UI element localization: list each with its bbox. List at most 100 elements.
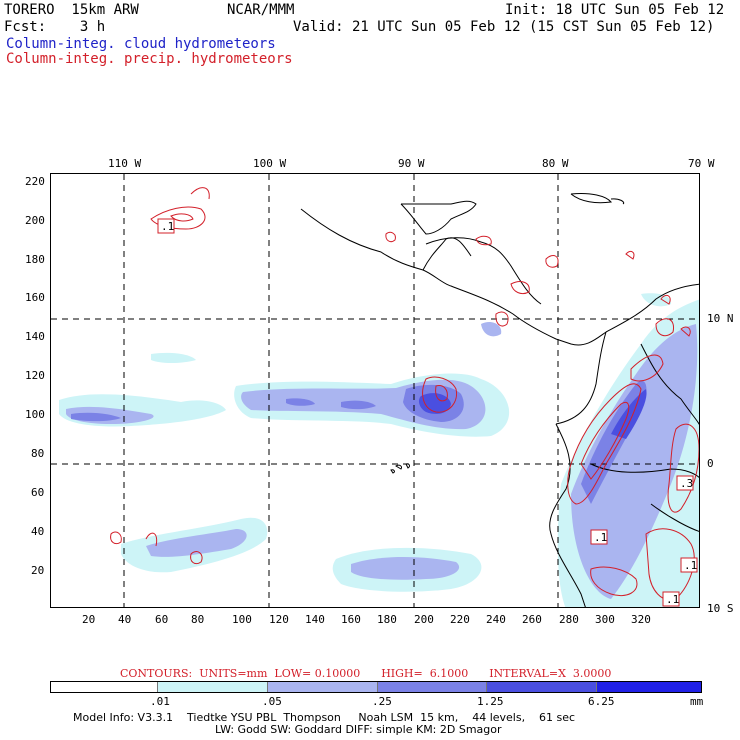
cloud-fill-layer — [59, 293, 699, 607]
valid-time: Valid: 21 UTC Sun 05 Feb 12 (15 CST Sun … — [293, 19, 715, 35]
init-time: Init: 18 UTC Sun 05 Feb 12 — [505, 2, 725, 18]
contour-label-text: .1 — [594, 531, 607, 544]
precip-contour — [580, 401, 630, 480]
legend-color-bar — [50, 681, 702, 693]
contour-label-box: .1 — [662, 591, 680, 607]
cloud-region — [418, 393, 451, 414]
contour-label-text: .1 — [684, 559, 697, 572]
precip-contour — [190, 551, 203, 565]
cloud-region — [146, 529, 247, 557]
coastline-galapagos — [390, 463, 410, 474]
y-index-label: 40 — [31, 525, 45, 538]
precip-contour — [495, 311, 509, 327]
y-index-label: 120 — [25, 369, 45, 382]
precip-contour — [625, 251, 635, 260]
y-index-label: 180 — [25, 253, 45, 266]
lat-label-0: 0 — [707, 457, 714, 470]
y-index-label: 220 — [25, 175, 45, 188]
cloud-region — [351, 557, 460, 580]
precip-contour-layer — [110, 187, 699, 601]
x-index-label: 120 — [269, 613, 289, 626]
precip-contour — [435, 385, 448, 402]
legend-swatch — [487, 682, 597, 692]
contour-label-box: .1 — [590, 529, 608, 545]
y-index-label: 160 — [25, 291, 45, 304]
coastline-nicaragua — [422, 237, 472, 271]
border-line — [650, 503, 699, 532]
y-index-label: 100 — [25, 408, 45, 421]
contour-label-box: .1 — [157, 218, 175, 234]
coastline-yucatan — [400, 200, 477, 235]
contour-label-text: .1 — [666, 593, 679, 606]
y-index-label: 140 — [25, 330, 45, 343]
legend-swatch — [51, 682, 158, 692]
legend-label: .05 — [262, 695, 282, 708]
field-cloud-label: Column-integ. cloud hydrometeors — [6, 36, 276, 52]
precip-contour — [567, 383, 642, 505]
precip-contour — [145, 532, 158, 547]
cloud-region — [481, 322, 502, 337]
precip-contour — [510, 281, 530, 295]
precip-contour — [545, 255, 559, 268]
cloud-region — [71, 412, 121, 422]
legend-label: .01 — [150, 695, 170, 708]
legend-label: 1.25 — [477, 695, 504, 708]
x-index-label: 100 — [232, 613, 252, 626]
coastline-layer — [300, 193, 699, 607]
precip-contour — [680, 326, 691, 337]
contour-label-box: .3 — [676, 475, 694, 491]
model-info-line2: LW: Godd SW: Goddard DIFF: simple KM: 2D… — [215, 723, 502, 736]
x-index-label: 160 — [341, 613, 361, 626]
legend-swatch — [378, 682, 487, 692]
lon-label-100w: 100 W — [253, 157, 287, 170]
lon-label-90w: 90 W — [398, 157, 425, 170]
legend-swatch — [268, 682, 378, 692]
x-index-label: 300 — [595, 613, 615, 626]
precip-contour — [590, 566, 638, 597]
precip-contour — [422, 376, 458, 413]
precip-contour — [660, 294, 671, 305]
precip-contour — [190, 187, 210, 200]
y-index-label: 200 — [25, 214, 45, 227]
precip-contour — [475, 235, 492, 246]
precip-contour — [655, 318, 675, 337]
x-index-label: 140 — [305, 613, 325, 626]
precip-contour — [110, 531, 122, 545]
precip-contour — [667, 423, 699, 513]
map-canvas: .1 .1 .3 .1 .1 — [51, 174, 699, 607]
precip-contour — [630, 354, 664, 382]
x-index-label: 20 — [82, 613, 96, 626]
legend-label: .25 — [372, 695, 392, 708]
coastline-cuba — [570, 193, 612, 204]
x-index-label: 180 — [377, 613, 397, 626]
lat-label-10n: 10 N — [707, 312, 734, 325]
precip-contour — [385, 231, 396, 243]
contour-value-labels: .1 .1 .3 .1 .1 — [157, 218, 698, 607]
cloud-region — [341, 400, 376, 410]
contours-info: CONTOURS: UNITS=mm LOW= 0.10000 HIGH= 6.… — [120, 667, 612, 680]
coastline-jamaica — [610, 198, 625, 205]
gridline-layer — [51, 174, 699, 607]
contour-label-box: .1 — [680, 557, 698, 573]
lat-label-10s: 10 S — [707, 602, 734, 615]
x-index-label: 240 — [486, 613, 506, 626]
x-index-label: 280 — [559, 613, 579, 626]
map-panel: .1 .1 .3 .1 .1 — [50, 173, 700, 608]
contour-label-text: .3 — [680, 477, 693, 490]
precip-contour — [645, 528, 695, 601]
y-index-label: 20 — [31, 564, 45, 577]
legend-label: 6.25 — [588, 695, 615, 708]
model-info-line1: Model Info: V3.3.1 Tiedtke YSU PBL Thomp… — [73, 711, 576, 724]
coastline-south-america — [549, 283, 699, 607]
x-index-label: 60 — [155, 613, 169, 626]
lon-label-80w: 80 W — [542, 157, 569, 170]
border-line — [640, 343, 699, 425]
coastline-caribbean-ca — [425, 237, 542, 305]
lon-label-110w: 110 W — [108, 157, 142, 170]
x-index-label: 260 — [522, 613, 542, 626]
organization: NCAR/MMM — [227, 2, 295, 18]
x-index-label: 220 — [450, 613, 470, 626]
cloud-region — [286, 398, 315, 406]
legend-swatch — [158, 682, 268, 692]
legend-swatch — [597, 682, 701, 692]
